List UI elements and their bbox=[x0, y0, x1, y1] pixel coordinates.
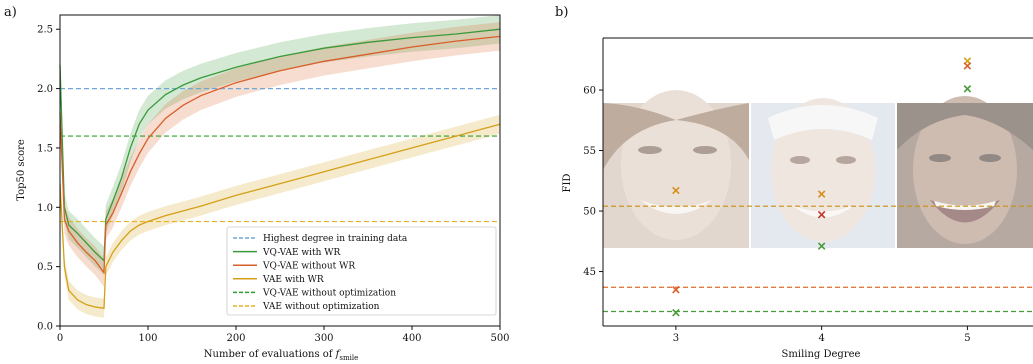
a-legend: Highest degree in training data VQ-VAE wi… bbox=[226, 226, 497, 316]
b-axes-spines bbox=[602, 37, 1033, 327]
b-point-4 bbox=[817, 210, 826, 219]
a-y-tick-label-2: 1.0 bbox=[37, 203, 53, 214]
b-point-7 bbox=[963, 62, 972, 70]
a-x-tick-label-0: 0 bbox=[57, 333, 63, 344]
a-x-tick-label-1: 100 bbox=[138, 333, 157, 344]
a-legend-label-5: VAE without optimization bbox=[262, 302, 380, 312]
a-x-tick-label-2: 200 bbox=[226, 333, 245, 344]
b-x-tick-label-0: 3 bbox=[673, 333, 679, 344]
a-x-tick-label-3: 300 bbox=[314, 333, 333, 344]
a-y-tick-label-1: 0.5 bbox=[37, 262, 53, 273]
b-point-5 bbox=[817, 242, 826, 250]
b-point-3 bbox=[817, 190, 826, 198]
a-series-line-0 bbox=[59, 28, 501, 263]
a-reference-lines bbox=[60, 87, 500, 223]
b-face-image-2 bbox=[751, 98, 895, 248]
panel-b-label: b) bbox=[555, 5, 568, 20]
a-x-tick-label-4: 400 bbox=[402, 333, 421, 344]
panel-a-label: a) bbox=[4, 5, 17, 20]
a-y-axis-label: Top50 score bbox=[16, 139, 27, 201]
b-face-images bbox=[603, 90, 1033, 248]
a-legend-box bbox=[226, 226, 497, 316]
b-point-1 bbox=[672, 285, 680, 294]
b-face-image-1 bbox=[603, 90, 749, 248]
a-legend-label-0: Highest degree in training data bbox=[263, 234, 408, 244]
a-legend-label-4: VQ-VAE without optimization bbox=[262, 289, 396, 299]
b-y-tick-label-2: 55 bbox=[583, 146, 596, 157]
b-x-tick-label-2: 5 bbox=[964, 333, 970, 344]
b-y-tick-label-0: 45 bbox=[583, 267, 596, 278]
a-axes-frame bbox=[59, 14, 501, 327]
b-point-0 bbox=[672, 186, 680, 195]
b-y-tick-label-3: 60 bbox=[583, 86, 596, 97]
a-legend-items: Highest degree in training data VQ-VAE wi… bbox=[233, 234, 408, 312]
a-x-axis-label-text: Number of evaluations of bbox=[204, 349, 336, 360]
a-ticks: 0 100 200 300 400 500 0.0 0.5 1.0 1.5 2.0 2.5 bbox=[37, 25, 509, 344]
a-series-band-2 bbox=[60, 114, 500, 318]
a-y-tick-label-5: 2.5 bbox=[37, 25, 53, 36]
b-scatter-points bbox=[672, 57, 972, 317]
b-y-tick-label-1: 50 bbox=[583, 207, 596, 218]
a-x-axis-label-subscript: smile bbox=[339, 354, 358, 362]
a-x-axis-label-symbol: f bbox=[335, 349, 342, 360]
a-y-tick-label-3: 1.5 bbox=[37, 143, 53, 154]
a-legend-label-2: VQ-VAE without WR bbox=[262, 261, 355, 271]
b-x-axis-label: Smiling Degree bbox=[782, 349, 861, 360]
b-y-axis-label: FID bbox=[562, 174, 573, 193]
a-y-tick-label-4: 2.0 bbox=[37, 84, 53, 95]
a-series-line-2 bbox=[59, 123, 501, 309]
a-y-tick-label-0: 0.0 bbox=[37, 322, 53, 333]
a-x-axis-label: Number of evaluations of fsmile bbox=[204, 349, 358, 362]
a-legend-label-3: VAE with WR bbox=[262, 275, 324, 285]
a-x-tick-label-5: 500 bbox=[490, 333, 509, 344]
b-x-tick-label-1: 4 bbox=[818, 333, 824, 344]
a-series-band-0 bbox=[60, 15, 500, 275]
b-point-8 bbox=[963, 85, 972, 93]
a-legend-label-1: VQ-VAE with WR bbox=[262, 248, 341, 258]
a-series-line-1 bbox=[59, 35, 501, 275]
chart-a-line-plot: 0 100 200 300 400 500 0.0 0.5 1.0 1.5 2.0 2.5 Numbe… bbox=[16, 14, 510, 362]
b-face-image-3 bbox=[897, 96, 1033, 248]
b-point-2 bbox=[672, 308, 680, 317]
a-series-lines bbox=[59, 28, 501, 309]
